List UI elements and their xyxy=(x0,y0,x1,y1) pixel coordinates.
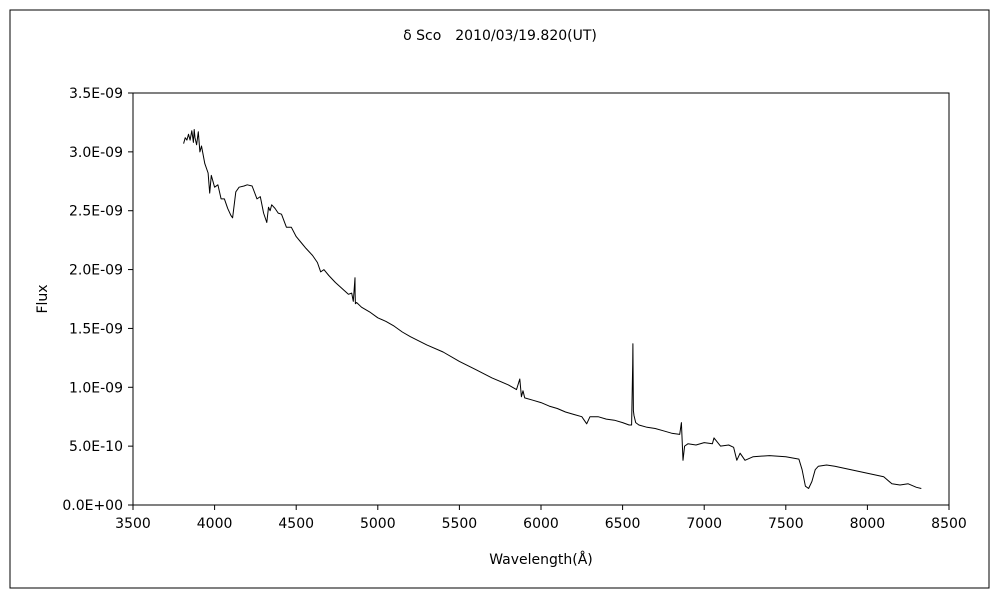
x-tick-label: 5000 xyxy=(360,516,396,532)
y-tick-label: 0.0E+00 xyxy=(62,498,123,514)
x-tick-label: 8500 xyxy=(931,516,967,532)
chart-border xyxy=(9,9,990,589)
x-tick-label: 4000 xyxy=(197,516,233,532)
series-layer xyxy=(183,129,922,489)
x-tick-label: 3500 xyxy=(115,516,151,532)
x-tick-label: 4500 xyxy=(278,516,314,532)
y-axis-title: Flux xyxy=(35,284,51,313)
x-tick-label: 7000 xyxy=(686,516,722,532)
chart-title: δ Sco 2010/03/19.820(UT) xyxy=(403,28,597,44)
spectrum-line xyxy=(183,129,922,489)
x-tick-label: 5500 xyxy=(442,516,478,532)
x-tick-label: 7500 xyxy=(768,516,804,532)
y-tick-label: 2.5E-09 xyxy=(69,204,123,220)
x-tick-label: 6000 xyxy=(523,516,559,532)
y-axis: 0.0E+00 5.0E-10 1.0E-09 1.5E-09 2.0E-09 2.5E-… xyxy=(62,86,133,514)
y-tick-label: 1.5E-09 xyxy=(69,321,123,337)
x-axis: 3500 4000 4500 5000 5500 6000 6500 7000 7500 8000… xyxy=(115,505,967,532)
y-tick-label: 5.0E-10 xyxy=(69,439,123,455)
x-tick-label: 8000 xyxy=(850,516,886,532)
y-tick-label: 3.5E-09 xyxy=(69,86,123,102)
y-tick-label: 1.0E-09 xyxy=(69,380,123,396)
x-tick-label: 6500 xyxy=(605,516,641,532)
y-tick-label: 2.0E-09 xyxy=(69,263,123,279)
y-tick-label: 3.0E-09 xyxy=(69,145,123,161)
x-axis-title: Wavelength(Å) xyxy=(489,551,593,568)
